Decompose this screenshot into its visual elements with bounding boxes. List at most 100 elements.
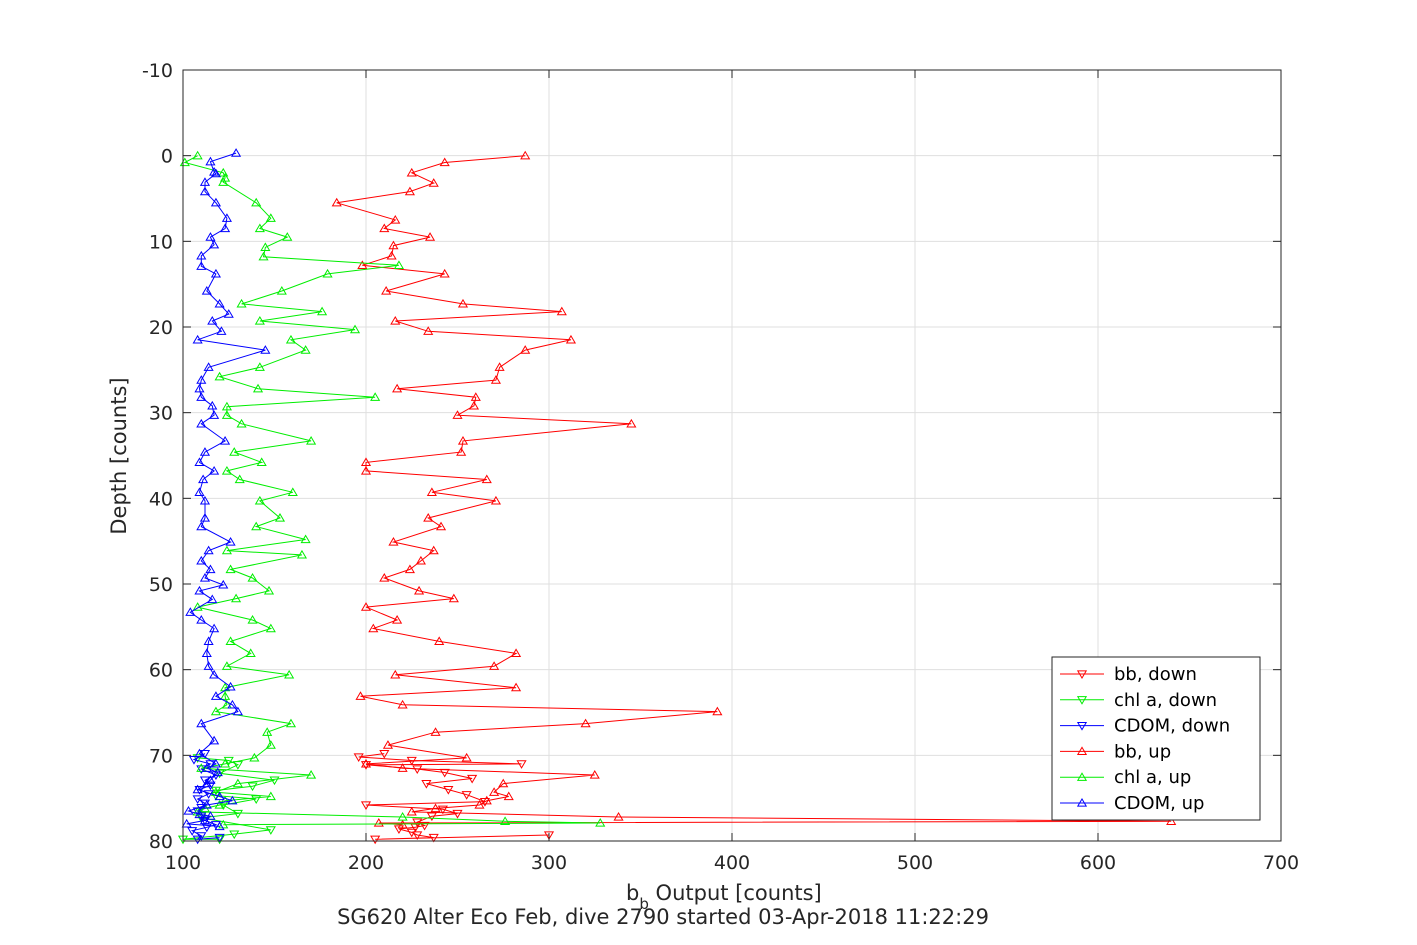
data-point bbox=[262, 727, 273, 736]
data-point bbox=[285, 718, 297, 728]
x-tick-label: 700 bbox=[1263, 852, 1299, 874]
series-line bbox=[182, 757, 275, 840]
data-point bbox=[181, 818, 192, 828]
data-point bbox=[322, 268, 333, 278]
data-point bbox=[209, 465, 220, 475]
y-tick-label: 70 bbox=[149, 745, 173, 767]
data-point bbox=[265, 213, 276, 222]
data-point bbox=[490, 375, 502, 384]
axis-ticks: 100 200 300 400 500 600 700 -10 0 10 20 30 40 50 60 70 8… bbox=[142, 60, 1299, 874]
data-point bbox=[461, 791, 472, 800]
data-point bbox=[392, 615, 403, 624]
data-point bbox=[220, 435, 231, 445]
data-point bbox=[209, 239, 220, 249]
data-point bbox=[265, 740, 276, 749]
data-point bbox=[201, 763, 212, 772]
data-point bbox=[489, 661, 500, 670]
y-tick-label: 0 bbox=[161, 146, 173, 168]
data-point bbox=[439, 157, 450, 167]
data-point bbox=[412, 831, 423, 840]
x-axis-label-rest: Output [counts] bbox=[649, 881, 822, 905]
data-point bbox=[510, 682, 522, 692]
data-point bbox=[382, 740, 394, 749]
legend-label: CDOM, down bbox=[1114, 716, 1230, 737]
legend-label: CDOM, up bbox=[1114, 793, 1204, 814]
data-point bbox=[218, 167, 229, 177]
data-point bbox=[214, 298, 225, 308]
data-point bbox=[500, 816, 511, 825]
data-point bbox=[386, 250, 397, 260]
data-point bbox=[415, 555, 426, 565]
data-point bbox=[221, 699, 232, 709]
data-point bbox=[192, 150, 203, 160]
data-point bbox=[282, 232, 293, 241]
data-point bbox=[413, 585, 425, 595]
series-line bbox=[336, 155, 1172, 826]
data-point bbox=[199, 749, 211, 759]
legend-item: bb, up bbox=[1060, 741, 1171, 762]
data-point bbox=[300, 534, 311, 544]
y-tick-label: 30 bbox=[149, 403, 173, 425]
data-point bbox=[452, 410, 463, 419]
data-point bbox=[393, 260, 405, 269]
data-point bbox=[225, 537, 236, 546]
legend-marker bbox=[1076, 670, 1088, 679]
data-point bbox=[252, 383, 264, 393]
series-bb-down bbox=[353, 749, 555, 845]
data-point bbox=[516, 760, 527, 769]
data-point bbox=[285, 334, 297, 344]
data-point bbox=[196, 718, 207, 728]
data-point bbox=[421, 779, 432, 789]
legend-item: bb, down bbox=[1060, 664, 1197, 685]
data-point bbox=[203, 362, 214, 371]
data-point bbox=[461, 752, 472, 762]
data-point bbox=[221, 410, 232, 419]
data-point bbox=[317, 306, 328, 316]
data-point bbox=[223, 756, 234, 766]
data-point bbox=[249, 752, 260, 762]
x-tick-label: 100 bbox=[165, 852, 201, 874]
data-point bbox=[580, 718, 591, 728]
data-point bbox=[199, 573, 211, 582]
data-point bbox=[457, 298, 469, 308]
data-point bbox=[247, 615, 258, 624]
data-point bbox=[196, 555, 207, 565]
x-tick-label: 400 bbox=[714, 852, 750, 874]
data-point bbox=[199, 495, 211, 505]
data-point bbox=[247, 573, 258, 582]
data-point bbox=[439, 268, 450, 278]
data-point bbox=[209, 735, 220, 745]
data-point bbox=[254, 495, 265, 505]
data-point bbox=[370, 835, 381, 845]
data-point bbox=[353, 753, 364, 763]
data-point bbox=[355, 691, 366, 700]
data-point bbox=[205, 564, 216, 574]
data-point bbox=[229, 447, 240, 456]
data-point bbox=[192, 835, 203, 845]
data-point bbox=[269, 776, 280, 786]
data-point bbox=[254, 362, 265, 371]
data-point bbox=[370, 392, 381, 401]
data-point bbox=[194, 487, 205, 496]
data-point bbox=[390, 669, 401, 679]
data-point bbox=[392, 383, 403, 393]
data-point bbox=[360, 465, 372, 475]
data-point bbox=[435, 521, 447, 531]
data-point bbox=[467, 774, 478, 784]
legend-marker bbox=[1076, 721, 1088, 731]
data-point bbox=[331, 197, 342, 207]
data-point bbox=[503, 791, 514, 801]
x-axis-label: bb Output [counts] bbox=[626, 881, 822, 913]
data-point bbox=[207, 400, 218, 410]
data-point bbox=[565, 334, 577, 344]
data-point bbox=[613, 812, 624, 821]
data-point bbox=[457, 435, 469, 445]
data-point bbox=[494, 362, 505, 371]
data-point bbox=[712, 706, 723, 716]
data-point bbox=[210, 691, 222, 700]
data-point bbox=[223, 309, 234, 318]
data-point bbox=[626, 418, 637, 428]
data-point bbox=[284, 669, 295, 679]
data-point bbox=[404, 186, 415, 196]
data-point bbox=[214, 835, 225, 845]
